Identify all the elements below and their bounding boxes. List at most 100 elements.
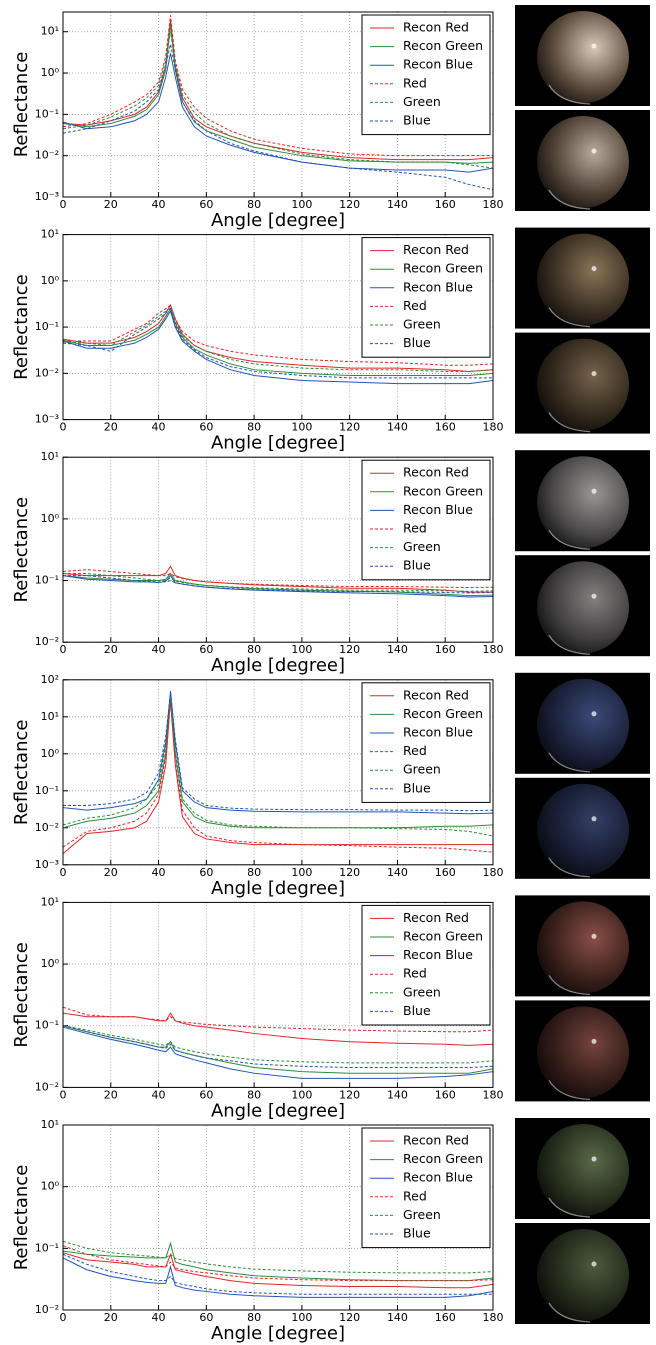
x-tick-label: 0 xyxy=(60,198,67,211)
render-highlight xyxy=(592,266,597,271)
x-axis-label: Angle [degree] xyxy=(211,1323,345,1344)
x-tick-label: 140 xyxy=(387,1311,408,1324)
x-tick-label: 20 xyxy=(104,866,118,879)
y-tick-label: 10⁻¹ xyxy=(35,784,59,797)
legend-label: Blue xyxy=(403,113,431,128)
legend-label: Recon Red xyxy=(403,910,469,925)
y-axis-label: Reflectance xyxy=(11,274,32,380)
legend-label: Recon Red xyxy=(403,465,469,480)
render-sphere xyxy=(537,1229,629,1321)
y-tick-label: 10⁻² xyxy=(35,635,59,648)
x-tick-label: 180 xyxy=(483,643,504,656)
x-tick-label: 0 xyxy=(60,643,67,656)
legend-label: Blue xyxy=(403,1003,431,1018)
render-sphere xyxy=(537,1124,629,1216)
y-tick-label: 10¹ xyxy=(41,710,59,723)
x-tick-label: 180 xyxy=(483,1311,504,1324)
render-sphere xyxy=(537,116,629,208)
y-tick-label: 10⁻³ xyxy=(35,413,59,426)
x-tick-label: 160 xyxy=(435,421,456,434)
legend-label: Green xyxy=(403,762,441,777)
x-tick-label: 180 xyxy=(483,866,504,879)
y-axis-label: Reflectance xyxy=(11,1165,32,1271)
x-tick-label: 160 xyxy=(435,1311,456,1324)
render-highlight xyxy=(592,149,597,154)
y-tick-label: 10⁻² xyxy=(35,821,59,834)
x-tick-label: 140 xyxy=(387,421,408,434)
render-sphere xyxy=(537,339,629,431)
y-tick-label: 10¹ xyxy=(41,228,59,241)
x-tick-label: 40 xyxy=(152,421,166,434)
y-tick-label: 10¹ xyxy=(41,25,59,38)
legend-label: Red xyxy=(403,521,427,536)
y-tick-label: 10⁻¹ xyxy=(35,1241,59,1254)
y-tick-label: 10⁰ xyxy=(41,66,60,79)
chart: 10⁻³10⁻²10⁻¹10⁰10¹0204060801001201401601… xyxy=(11,228,504,454)
render-sphere xyxy=(537,679,629,771)
x-tick-label: 40 xyxy=(152,643,166,656)
y-tick-label: 10¹ xyxy=(41,1118,59,1131)
render-sphere xyxy=(537,456,629,548)
x-tick-label: 180 xyxy=(483,1088,504,1101)
y-tick-label: 10⁰ xyxy=(41,512,60,525)
x-tick-label: 40 xyxy=(152,1088,166,1101)
legend-label: Green xyxy=(403,539,441,554)
y-axis-label: Reflectance xyxy=(11,942,32,1048)
y-tick-label: 10⁻² xyxy=(35,1303,59,1316)
legend-label: Recon Green xyxy=(403,38,483,53)
x-tick-label: 20 xyxy=(104,421,118,434)
y-tick-label: 10⁻¹ xyxy=(35,574,59,587)
render-highlight xyxy=(592,594,597,599)
y-tick-label: 10⁻³ xyxy=(35,858,59,871)
legend-label: Recon Blue xyxy=(403,279,473,294)
x-tick-label: 140 xyxy=(387,198,408,211)
render-sphere xyxy=(537,1006,629,1098)
legend-label: Blue xyxy=(403,780,431,795)
legend-label: Recon Blue xyxy=(403,1170,473,1185)
legend-label: Recon Red xyxy=(403,687,469,702)
render-sphere xyxy=(537,901,629,993)
legend-label: Recon Red xyxy=(403,1133,469,1148)
legend-label: Red xyxy=(403,1188,427,1203)
legend-label: Recon Blue xyxy=(403,947,473,962)
render-highlight xyxy=(592,371,597,376)
legend-label: Recon Blue xyxy=(403,502,473,517)
legend-label: Blue xyxy=(403,558,431,573)
render-highlight xyxy=(592,934,597,939)
y-tick-label: 10⁻¹ xyxy=(35,1019,59,1032)
x-tick-label: 0 xyxy=(60,1088,67,1101)
y-tick-label: 10⁰ xyxy=(41,957,60,970)
y-tick-label: 10⁻² xyxy=(35,149,59,162)
legend-label: Green xyxy=(403,94,441,109)
y-tick-label: 10⁰ xyxy=(41,1180,60,1193)
x-tick-label: 40 xyxy=(152,866,166,879)
x-tick-label: 140 xyxy=(387,866,408,879)
legend-label: Blue xyxy=(403,1226,431,1241)
legend-label: Recon Green xyxy=(403,929,483,944)
legend-label: Blue xyxy=(403,335,431,350)
x-axis-label: Angle [degree] xyxy=(211,878,345,899)
y-tick-label: 10¹ xyxy=(41,895,59,908)
legend-label: Green xyxy=(403,1207,441,1222)
x-tick-label: 40 xyxy=(152,1311,166,1324)
legend-label: Red xyxy=(403,743,427,758)
chart: 10⁻²10⁻¹10⁰10¹020406080100120140160180An… xyxy=(11,450,504,676)
legend-label: Green xyxy=(403,317,441,332)
render-highlight xyxy=(592,489,597,494)
x-tick-label: 160 xyxy=(435,866,456,879)
y-tick-label: 10⁰ xyxy=(41,274,60,287)
render-highlight xyxy=(592,1262,597,1267)
render-highlight xyxy=(592,816,597,821)
x-tick-label: 20 xyxy=(104,198,118,211)
legend-label: Recon Green xyxy=(403,483,483,498)
x-tick-label: 20 xyxy=(104,643,118,656)
x-tick-label: 20 xyxy=(104,1311,118,1324)
legend-label: Recon Blue xyxy=(403,57,473,72)
legend-label: Recon Blue xyxy=(403,725,473,740)
x-axis-label: Angle [degree] xyxy=(211,655,345,676)
y-tick-label: 10⁻² xyxy=(35,1080,59,1093)
legend-label: Recon Green xyxy=(403,261,483,276)
